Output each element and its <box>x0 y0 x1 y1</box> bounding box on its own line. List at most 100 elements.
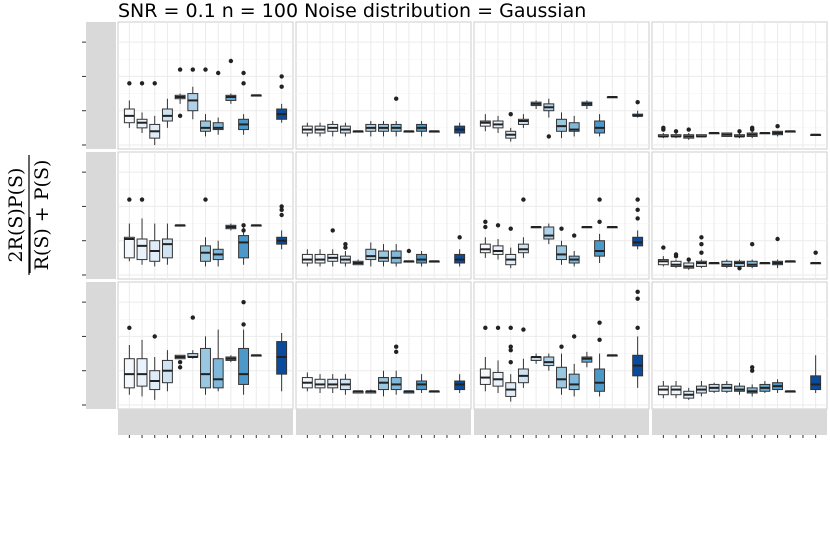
outlier-point <box>139 81 145 86</box>
facet-panel-r1-c4 <box>651 21 828 150</box>
outlier-point <box>190 67 196 72</box>
box-10 <box>594 233 606 263</box>
box-3 <box>505 127 517 142</box>
box-9 <box>225 223 237 231</box>
outlier-point <box>483 224 488 230</box>
box-5 <box>352 390 364 394</box>
facet-panel-r3-c4 <box>651 281 828 410</box>
box-4 <box>161 350 173 392</box>
outlier-point <box>241 81 246 86</box>
box-9 <box>759 262 771 265</box>
box-1 <box>657 381 669 399</box>
box-6 <box>187 350 199 359</box>
box-10 <box>416 251 428 267</box>
box-1 <box>479 237 491 258</box>
outlier-point <box>673 252 679 257</box>
box-3 <box>327 249 339 267</box>
box-2 <box>314 122 326 137</box>
outlier-point <box>330 228 335 233</box>
box-2 <box>136 218 148 265</box>
outlier-point <box>457 235 462 240</box>
outlier-point <box>343 241 348 247</box>
box-3 <box>149 357 161 400</box>
outlier-point <box>699 250 704 255</box>
facet-panel-r1-c1 <box>117 21 294 150</box>
box-8 <box>568 363 580 397</box>
outlier-point <box>279 212 284 218</box>
box-3 <box>149 223 161 267</box>
box-1 <box>657 133 669 139</box>
outlier-point <box>508 111 513 117</box>
box-9 <box>403 260 415 263</box>
outlier-point <box>127 81 132 86</box>
box-9 <box>403 390 415 394</box>
outlier-point <box>177 365 183 370</box>
box-4 <box>339 122 351 137</box>
box-body <box>594 368 606 392</box>
box-4 <box>695 259 707 269</box>
outlier-point <box>393 349 399 355</box>
box-10 <box>772 379 784 393</box>
box-body <box>212 122 224 131</box>
box-5 <box>352 259 364 266</box>
outlier-point <box>661 245 666 250</box>
box-13 <box>454 374 466 393</box>
outlier-point <box>343 245 348 250</box>
box-8 <box>390 370 402 395</box>
box-3 <box>683 261 695 270</box>
box-body <box>568 122 580 132</box>
box-6 <box>721 259 733 269</box>
outlier-point <box>686 257 691 262</box>
box-1 <box>301 372 313 392</box>
box-13 <box>276 103 288 123</box>
box-13 <box>276 230 288 250</box>
outlier-point <box>279 207 284 213</box>
box-1 <box>657 256 669 267</box>
outlier-point <box>737 129 742 134</box>
box-5 <box>708 382 720 393</box>
box-7 <box>200 237 211 267</box>
outlier-point <box>228 58 234 64</box>
box-8 <box>568 251 580 267</box>
row-strip-1 <box>86 22 116 149</box>
box-4 <box>517 237 529 258</box>
box-11 <box>250 354 262 357</box>
box-7 <box>378 121 389 137</box>
box-9 <box>581 351 593 368</box>
outlier-point <box>571 334 577 339</box>
outlier-point <box>495 325 501 331</box>
y-axis-label-denominator: R(S) + P(S) <box>31 160 53 271</box>
box-8 <box>568 115 580 137</box>
box-13 <box>810 133 822 137</box>
outlier-point <box>635 197 640 202</box>
box-11 <box>428 260 440 263</box>
outlier-point <box>203 197 208 202</box>
outlier-point <box>279 74 284 79</box>
box-5 <box>352 130 364 133</box>
box-7 <box>378 244 389 267</box>
box-11 <box>250 94 262 97</box>
outlier-point <box>559 344 564 349</box>
box-10 <box>238 114 250 135</box>
box-7 <box>200 336 211 395</box>
box-8 <box>212 329 224 392</box>
box-6 <box>721 132 733 137</box>
outlier-point <box>127 197 132 202</box>
outlier-point <box>749 241 755 247</box>
box-body <box>365 248 377 261</box>
box-7 <box>734 133 745 139</box>
box-7 <box>556 353 567 395</box>
box-9 <box>581 226 593 229</box>
outlier-point <box>635 207 640 213</box>
outlier-point <box>508 226 513 231</box>
box-11 <box>428 390 440 393</box>
box-13 <box>276 333 288 392</box>
box-13 <box>810 262 822 265</box>
box-9 <box>759 132 771 135</box>
box-1 <box>301 249 313 267</box>
box-2 <box>670 381 682 399</box>
box-5 <box>174 354 186 360</box>
outlier-point <box>483 325 488 331</box>
box-13 <box>454 249 466 267</box>
